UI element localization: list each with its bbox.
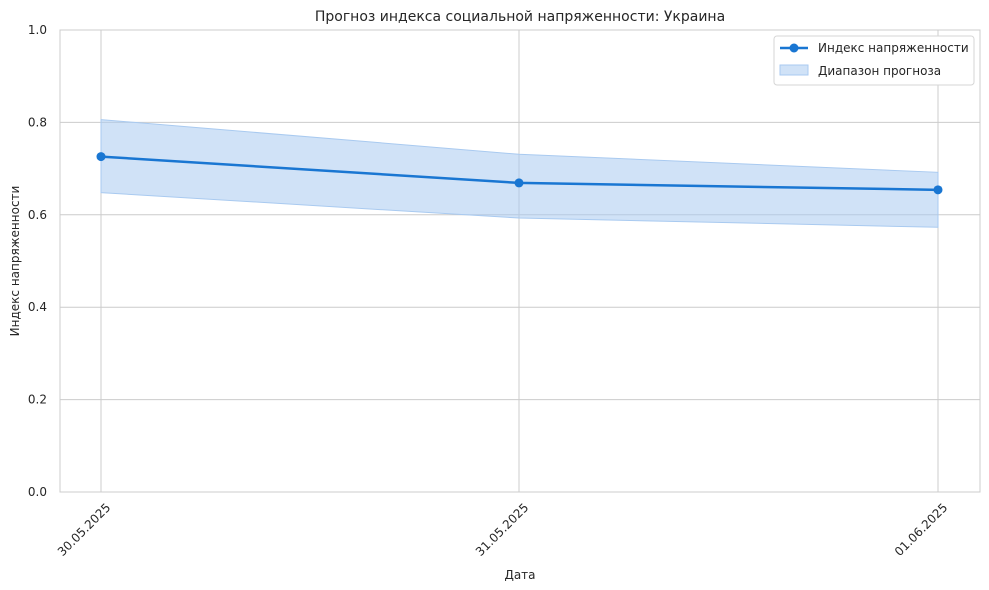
y-tick-label: 0.2	[28, 393, 47, 407]
y-tick-labels: 0.0 0.2 0.4 0.6 0.8 1.0	[28, 23, 47, 499]
chart-title: Прогноз индекса социальной напряженности…	[315, 9, 725, 25]
x-tick-label: 01.06.2025	[892, 500, 950, 558]
legend-marker	[789, 43, 799, 53]
data-point	[96, 152, 106, 162]
legend-label-band: Диапазон прогноза	[818, 64, 941, 78]
legend-box	[773, 35, 975, 86]
x-tick-label: 30.05.2025	[55, 500, 113, 558]
data-points	[96, 152, 943, 195]
plot-area	[59, 29, 981, 493]
y-tick-label: 0.8	[28, 115, 47, 129]
data-point	[514, 178, 524, 188]
data-point	[933, 185, 943, 195]
x-grid	[100, 30, 939, 492]
y-axis-label: Индекс напряженности	[8, 186, 22, 337]
y-tick-label: 1.0	[28, 23, 47, 37]
x-axis-label: Дата	[504, 568, 535, 582]
y-tick-label: 0.6	[28, 208, 47, 222]
y-tick-label: 0.0	[28, 485, 47, 499]
legend: Индекс напряженности Диапазон прогноза	[773, 35, 975, 86]
legend-band-swatch	[779, 64, 809, 76]
x-tick-labels: 30.05.2025 31.05.2025 01.06.2025	[55, 500, 950, 558]
x-tick-label: 31.05.2025	[473, 500, 531, 558]
forecast-range-band	[100, 119, 939, 228]
y-tick-label: 0.4	[28, 300, 47, 314]
legend-label-series: Индекс напряженности	[818, 41, 969, 55]
